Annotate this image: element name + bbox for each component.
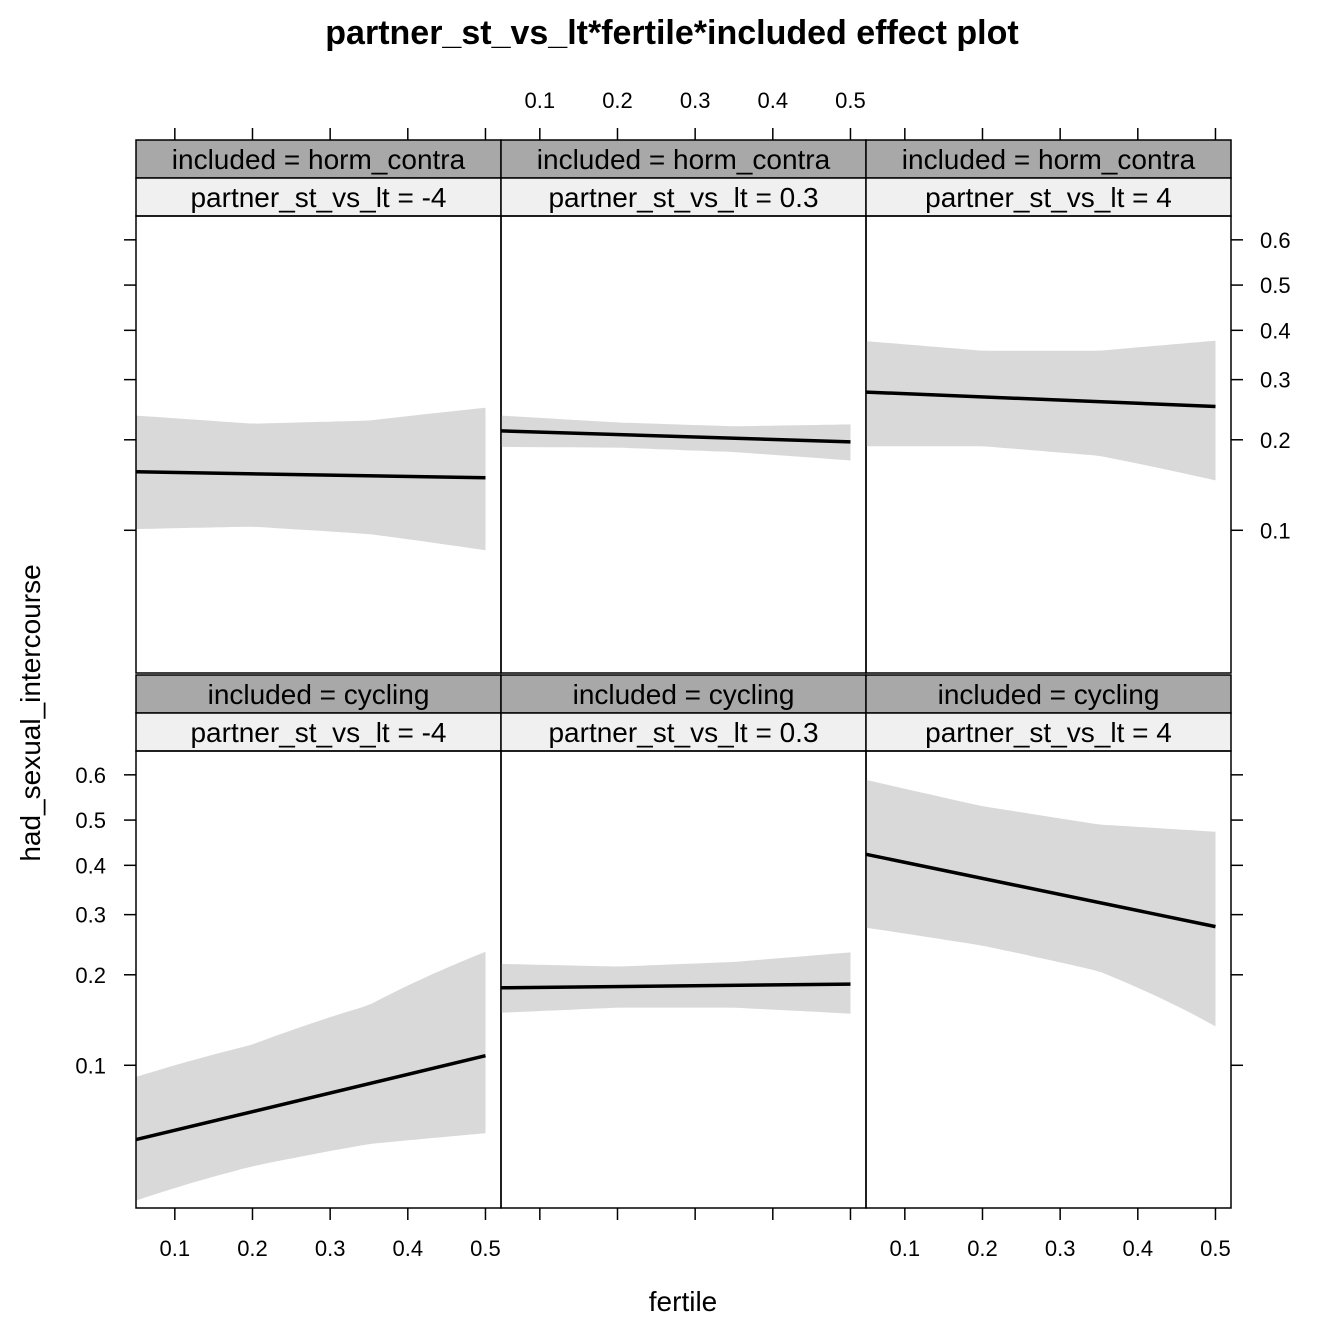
effect-line	[865, 390, 1216, 409]
strip-included-label: included = horm_contra	[537, 144, 831, 175]
x-axis-title: fertile	[649, 1286, 717, 1317]
x-tick-label: 0.5	[1200, 1236, 1231, 1261]
x-tick-label: 0.4	[1123, 1236, 1154, 1261]
x-tick-label-top: 0.4	[758, 88, 789, 113]
panel-border	[865, 750, 1232, 1209]
strip-included-label: included = cycling	[208, 679, 430, 710]
panel: included = horm_contra partner_st_vs_lt =…	[500, 139, 867, 674]
chart-title: partner_st_vs_lt*fertile*included effect…	[325, 14, 1018, 52]
panel: included = cycling partner_st_vs_lt = 4	[865, 674, 1232, 1209]
strip-partner-label: partner_st_vs_lt = 4	[925, 717, 1172, 748]
y-tick-label: 0.5	[75, 808, 106, 833]
strip-included	[135, 139, 502, 179]
strip-included-label: included = cycling	[573, 679, 795, 710]
confidence-band	[866, 340, 1216, 481]
y-tick-label: 0.6	[75, 763, 106, 788]
effect-line	[500, 982, 851, 990]
y-axis-title: had_sexual_intercourse	[15, 564, 46, 861]
y-tick-label-right: 0.4	[1260, 318, 1291, 343]
strip-included-label: included = horm_contra	[172, 144, 466, 175]
strip-partner	[865, 177, 1232, 217]
y-tick-label-right: 0.2	[1260, 428, 1291, 453]
confidence-band	[136, 951, 486, 1201]
x-tick-label: 0.3	[315, 1236, 346, 1261]
x-tick-label-top: 0.1	[525, 88, 556, 113]
strip-included	[500, 674, 867, 714]
strip-partner	[500, 177, 867, 217]
y-tick-label-right: 0.5	[1260, 273, 1291, 298]
y-tick-label: 0.2	[75, 963, 106, 988]
x-tick-label-top: 0.5	[835, 88, 866, 113]
x-tick-label: 0.4	[393, 1236, 424, 1261]
confidence-band	[866, 779, 1216, 1027]
panel: included = horm_contra partner_st_vs_lt =…	[865, 139, 1232, 674]
strip-partner-label: partner_st_vs_lt = -4	[190, 182, 446, 213]
panel-border	[865, 215, 1232, 674]
y-tick-label: 0.1	[75, 1053, 106, 1078]
strip-partner-label: partner_st_vs_lt = 4	[925, 182, 1172, 213]
strip-partner	[500, 712, 867, 752]
strip-partner-label: partner_st_vs_lt = -4	[190, 717, 446, 748]
effect-line	[135, 1053, 486, 1142]
x-tick-label: 0.2	[237, 1236, 268, 1261]
x-tick-label: 0.5	[470, 1236, 501, 1261]
y-tick-label-right: 0.1	[1260, 518, 1291, 543]
y-tick-label-right: 0.6	[1260, 228, 1291, 253]
strip-included-label: included = cycling	[938, 679, 1160, 710]
panel: included = cycling partner_st_vs_lt = 0.3	[500, 674, 867, 1209]
strip-partner	[135, 712, 502, 752]
x-tick-label: 0.1	[890, 1236, 921, 1261]
panel: included = cycling partner_st_vs_lt = -4	[135, 674, 502, 1209]
strip-included	[865, 674, 1232, 714]
y-tick-label-right: 0.3	[1260, 368, 1291, 393]
x-tick-label-top: 0.3	[680, 88, 711, 113]
effect-line	[500, 429, 851, 444]
y-tick-label: 0.4	[75, 853, 106, 878]
strip-partner-label: partner_st_vs_lt = 0.3	[548, 182, 818, 213]
x-tick-label: 0.1	[160, 1236, 191, 1261]
y-tick-label: 0.3	[75, 903, 106, 928]
effect-line	[135, 470, 486, 480]
strip-included	[865, 139, 1232, 179]
x-tick-label: 0.2	[967, 1236, 998, 1261]
panel-grid: included = horm_contra partner_st_vs_lt =…	[135, 139, 1232, 1209]
strip-partner	[135, 177, 502, 217]
x-tick-label: 0.3	[1045, 1236, 1076, 1261]
effect-line	[865, 852, 1216, 929]
strip-partner-label: partner_st_vs_lt = 0.3	[548, 717, 818, 748]
strip-included	[500, 139, 867, 179]
confidence-band	[136, 407, 486, 551]
panel: included = horm_contra partner_st_vs_lt =…	[135, 139, 502, 674]
confidence-band	[501, 952, 851, 1014]
strip-partner	[865, 712, 1232, 752]
axes: 0.1 0.2 0.3 0.4 0.5 0.1 0.2 0.3 0.4 0.5 0.1 0.2 0.3 0…	[75, 88, 1290, 1261]
x-tick-label-top: 0.2	[602, 88, 633, 113]
strip-included-label: included = horm_contra	[902, 144, 1196, 175]
